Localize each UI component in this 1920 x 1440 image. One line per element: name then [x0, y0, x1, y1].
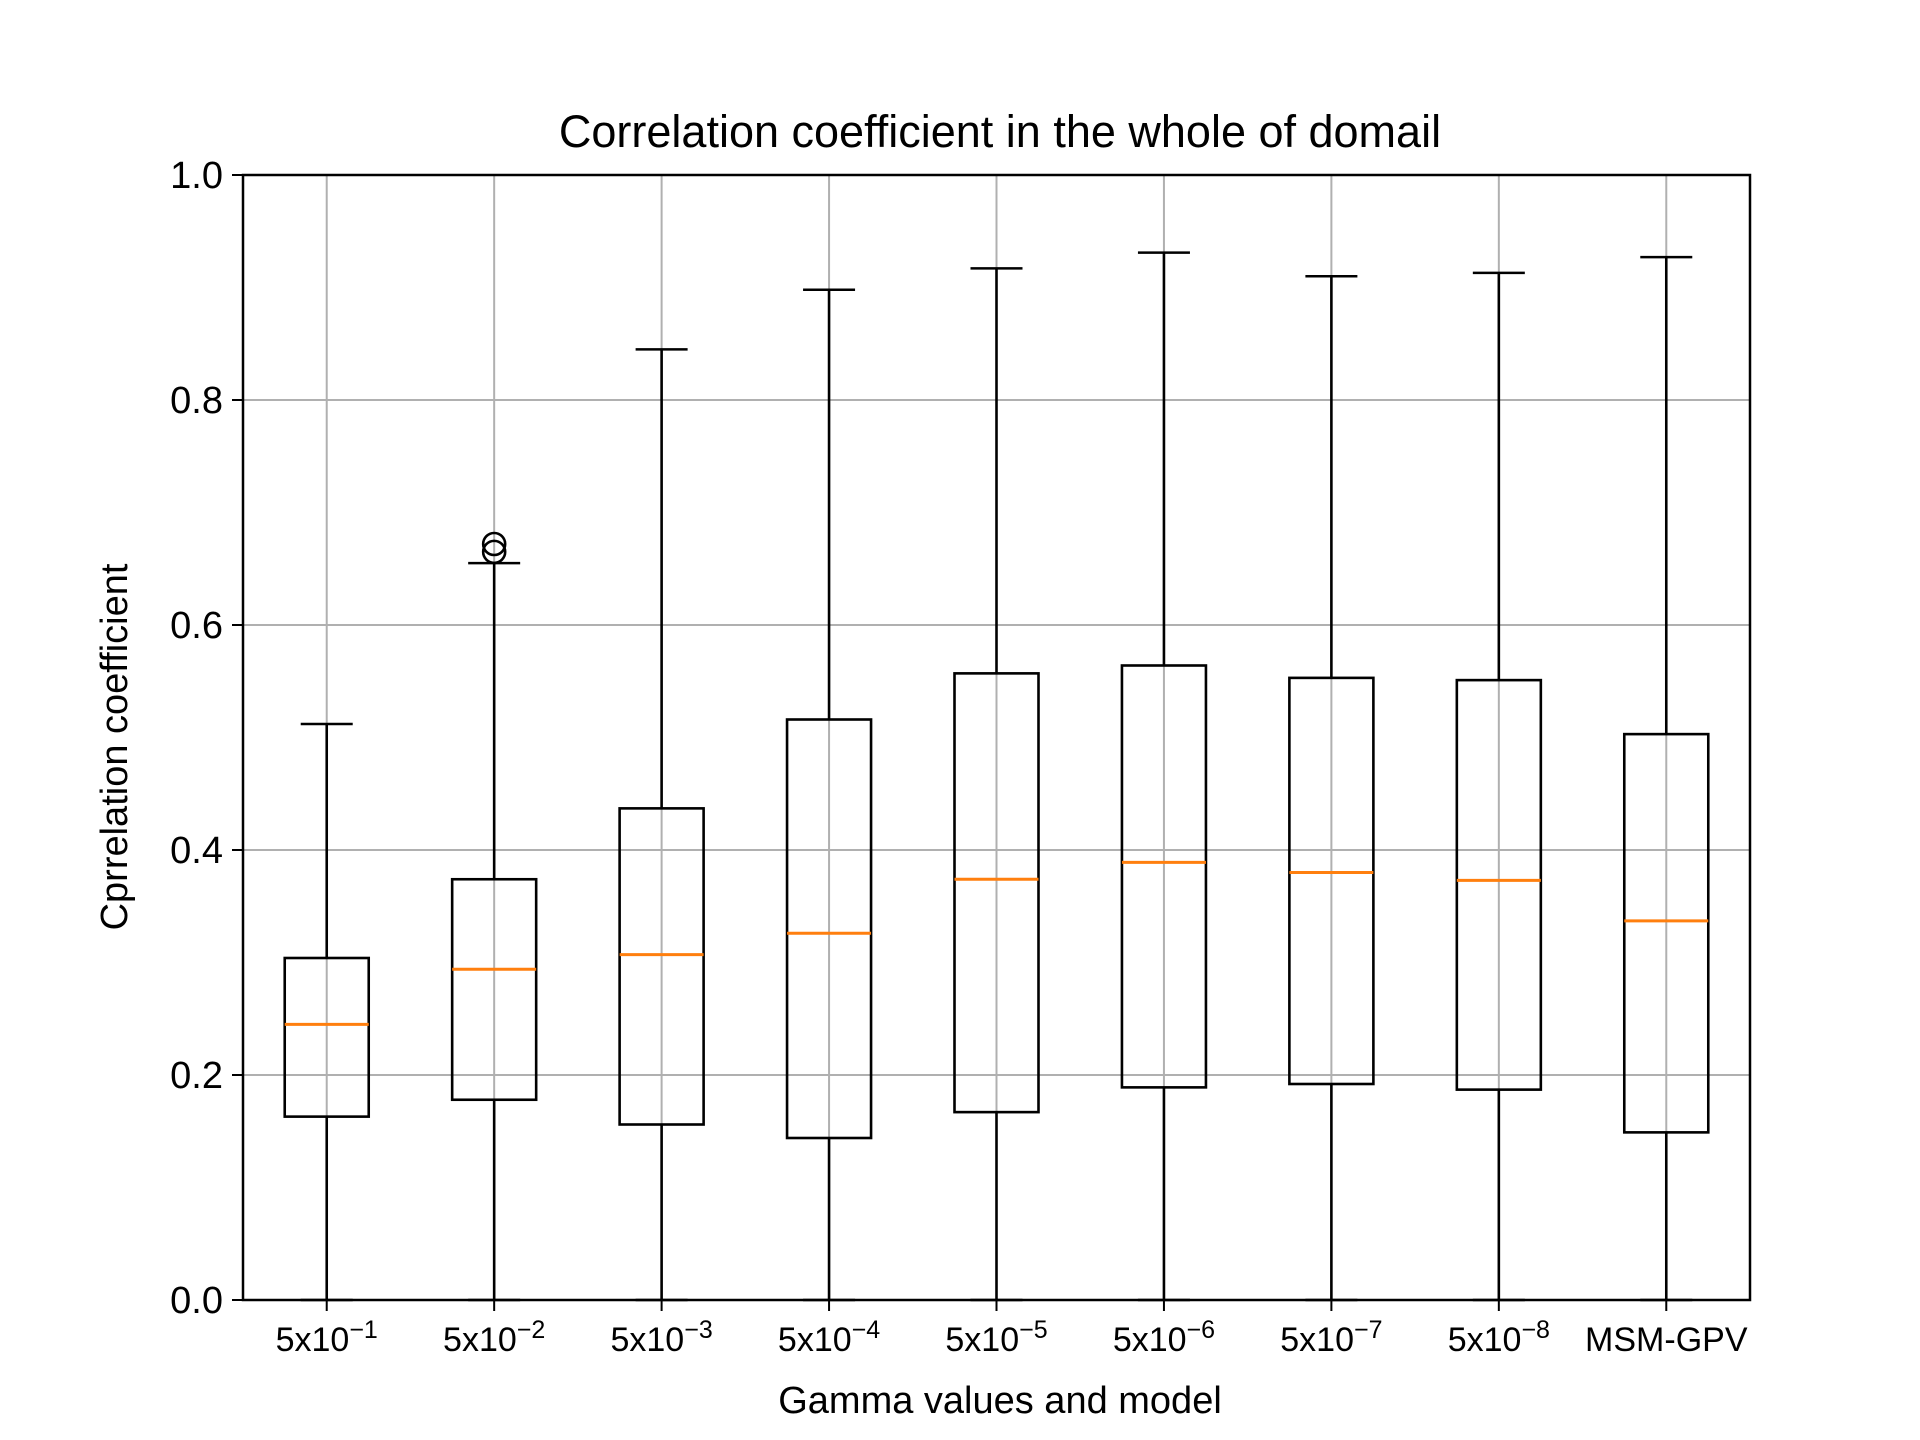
x-tick-label: 5x10−2 — [443, 1316, 545, 1359]
x-tick-label: 5x10−8 — [1448, 1316, 1550, 1359]
box-body — [450, 877, 538, 1102]
box-item — [1120, 251, 1208, 1302]
y-tick-label: 1.0 — [170, 155, 223, 197]
y-tick-label: 0.2 — [170, 1055, 223, 1097]
x-tick-label: 5x10−7 — [1280, 1316, 1382, 1359]
y-tick-label: 0.0 — [170, 1280, 223, 1322]
box-item — [785, 288, 873, 1302]
x-axis-label: Gamma values and model — [778, 1380, 1222, 1422]
outlier-point — [481, 539, 507, 565]
box-item — [1455, 271, 1543, 1302]
y-tick-label: 0.6 — [170, 605, 223, 647]
x-tick-label: 5x10−4 — [778, 1316, 880, 1359]
x-tick-label: 5x10−5 — [945, 1316, 1047, 1359]
outlier-point — [481, 531, 507, 557]
box-body — [618, 807, 705, 1126]
box-item — [1288, 274, 1375, 1302]
y-tick-label: 0.8 — [170, 380, 223, 422]
box-body — [953, 672, 1040, 1114]
y-axis: 0.0 0.2 0.4 0.6 0.8 1.0 — [170, 155, 243, 1322]
x-tick-label: MSM-GPV — [1585, 1321, 1748, 1359]
x-tick-label: 5x10−6 — [1113, 1316, 1215, 1359]
box-body — [1455, 678, 1543, 1091]
x-tick-label: 5x10−3 — [610, 1316, 712, 1359]
box-body — [1120, 664, 1208, 1089]
box-body — [785, 718, 873, 1140]
chart-title: Correlation coefficient in the whole of … — [559, 106, 1441, 157]
y-axis-label: Cprrelation coefficient — [94, 563, 136, 930]
box-item — [1622, 255, 1710, 1302]
box-body — [283, 956, 371, 1118]
y-tick-label: 0.4 — [170, 830, 223, 872]
box-body — [1288, 676, 1375, 1086]
x-axis: 5x10−1 5x10−2 5x10−3 5x10−4 5x10−5 5x10−6 5x10… — [276, 1300, 1748, 1359]
box-body — [1622, 732, 1710, 1134]
x-tick-label: 5x10−1 — [276, 1316, 378, 1359]
box-series — [283, 251, 1710, 1302]
